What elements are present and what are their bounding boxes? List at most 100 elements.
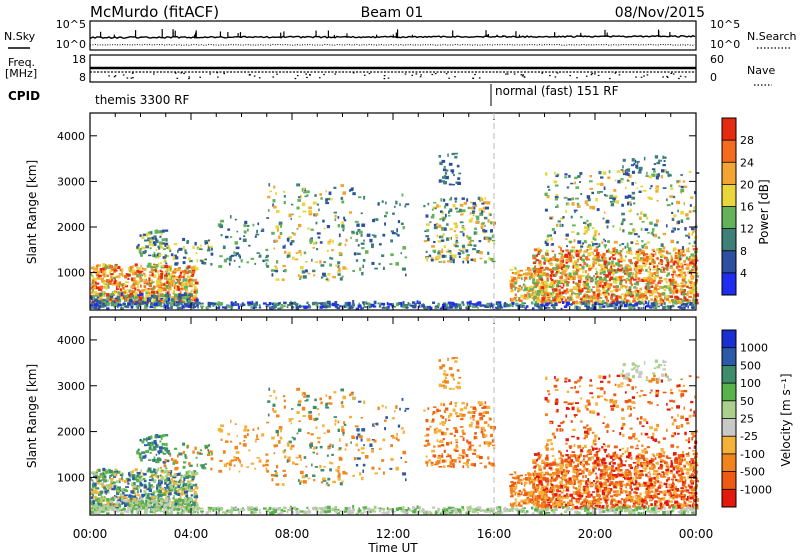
power-echo-cell (672, 218, 675, 221)
power-echo-cell (484, 217, 488, 220)
power-echo-cell (533, 275, 536, 279)
velocity-echo-cell (195, 487, 199, 490)
power-echo-cell (427, 238, 429, 242)
power-echo-cell (175, 298, 178, 300)
power-echo-cell (114, 270, 118, 272)
power-echo-cell (663, 164, 666, 166)
power-echo-cell (381, 303, 385, 306)
power-echo-cell (610, 277, 613, 281)
power-echo-cell (681, 287, 683, 290)
nave-dot (319, 77, 321, 78)
power-echo-cell (584, 240, 587, 243)
power-echo-cell (664, 278, 668, 280)
power-echo-cell (460, 214, 464, 216)
power-echo-cell (555, 185, 559, 187)
power-echo-cell (197, 259, 199, 262)
nave-dot (514, 73, 516, 74)
power-echo-cell (603, 171, 607, 174)
power-echo-cell (536, 293, 539, 295)
power-echo-cell (243, 235, 245, 237)
power-echo-cell (678, 269, 681, 271)
power-echo-cell (325, 198, 328, 202)
power-echo-cell (243, 224, 246, 227)
power-echo-cell (276, 225, 280, 228)
power-echo-cell (121, 297, 123, 300)
velocity-echo-cell (163, 508, 165, 510)
power-echo-cell (605, 283, 607, 286)
power-echo-cell (308, 305, 311, 308)
power-echo-cell (683, 180, 685, 182)
power-echo-cell (609, 305, 612, 307)
power-echo-cell (577, 203, 580, 206)
power-echo-cell (352, 303, 355, 306)
power-echo-cell (606, 220, 610, 224)
velocity-echo-cell (144, 480, 147, 482)
nave-dot (619, 74, 621, 75)
power-echo-cell (459, 249, 461, 251)
power-echo-cell (98, 275, 102, 277)
velocity-echo-cell (134, 485, 137, 488)
power-echo-cell (159, 289, 163, 293)
power-echo-cell (280, 232, 283, 235)
power-echo-cell (284, 269, 287, 272)
power-echo-cell (476, 217, 479, 220)
power-echo-cell (554, 231, 556, 234)
power-echo-cell (164, 304, 167, 306)
power-echo-cell (560, 251, 562, 254)
power-echo-cell (379, 304, 381, 307)
power-echo-cell (363, 240, 365, 242)
velocity-echo-cell (94, 504, 98, 507)
power-echo-cell (545, 291, 547, 293)
power-echo-cell (542, 297, 545, 300)
velocity-echo-cell (144, 485, 147, 488)
power-echo-cell (442, 248, 444, 250)
velocity-echo-cell (135, 477, 138, 480)
power-echo-cell (384, 222, 386, 225)
power-echo-cell (660, 269, 663, 273)
power-echo-cell (318, 237, 321, 239)
power-echo-cell (620, 250, 623, 253)
power-echo-cell (251, 258, 255, 260)
power-echo-cell (447, 260, 451, 262)
velocity-echo-cell (194, 491, 197, 494)
power-echo-cell (541, 279, 543, 281)
power-echo-cell (681, 219, 684, 223)
power-echo-cell (461, 301, 464, 304)
power-echo-cell (439, 236, 441, 239)
power-echo-cell (114, 264, 116, 266)
power-echo-cell (690, 204, 692, 207)
power-echo-cell (622, 285, 625, 287)
power-echo-cell (608, 249, 610, 253)
power-echo-cell (156, 249, 158, 251)
power-echo-cell (398, 220, 400, 223)
power-echo-cell (679, 180, 681, 183)
power-echo-cell (625, 246, 627, 249)
power-echo-cell (317, 204, 319, 206)
power-echo-cell (551, 272, 553, 274)
power-echo-cell (183, 261, 186, 264)
noise-tick-right-bottom: 10^0 (710, 38, 740, 51)
power-echo-cell (498, 307, 500, 309)
power-echo-cell (538, 275, 542, 278)
power-echo-cell (569, 241, 573, 243)
power-echo-cell (568, 273, 571, 277)
power-echo-cell (657, 292, 660, 294)
power-echo-cell (431, 259, 434, 262)
power-echo-cell (458, 253, 461, 255)
power-echo-cell (636, 251, 639, 253)
power-echo-cell (449, 184, 452, 186)
power-echo-cell (124, 275, 127, 278)
velocity-echo-cell (184, 483, 188, 486)
nsky-label: N.Sky (4, 30, 36, 43)
power-echo-cell (543, 272, 546, 275)
power-echo-cell (157, 232, 160, 234)
power-echo-cell (554, 180, 558, 183)
power-echo-cell (390, 253, 393, 256)
power-echo-cell (382, 200, 384, 203)
power-echo-cell (127, 278, 129, 280)
power-echo-cell (624, 304, 627, 307)
power-echo-cell (438, 261, 442, 263)
velocity-echo-cell (190, 483, 192, 486)
power-echo-cell (622, 248, 624, 250)
velocity-echo-cell (91, 496, 93, 499)
